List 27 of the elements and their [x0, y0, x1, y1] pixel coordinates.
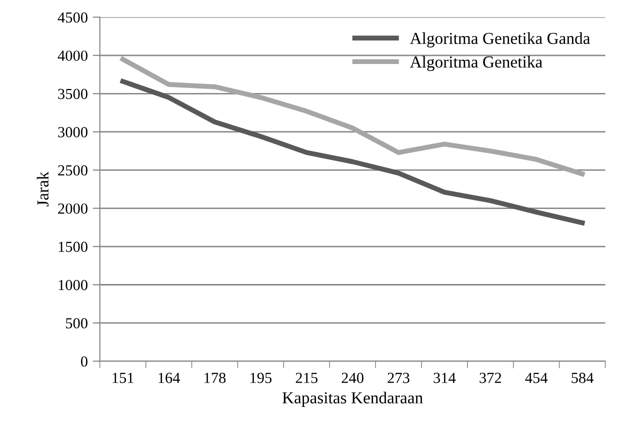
y-axis-title: Jarak [36, 172, 49, 206]
x-tick-label: 164 [158, 372, 180, 384]
y-tick-label: 1500 [58, 242, 88, 252]
y-tick-label: 1000 [58, 280, 88, 290]
line-series [120, 78, 585, 226]
y-tick-label: 500 [66, 318, 88, 328]
x-tick-label: 372 [480, 372, 502, 384]
y-tick-label: 3500 [58, 88, 88, 100]
x-tick-label: 215 [296, 372, 318, 384]
legend-label: Algoritma Genetika Ganda [410, 32, 590, 48]
x-tick-label: 314 [434, 372, 456, 384]
y-tick-label: 0 [80, 356, 88, 367]
x-tick-label: 454 [525, 372, 548, 384]
x-axis-title: Kapasitas Kendaraan [282, 392, 423, 407]
legend-label: Algoritma Genetika [410, 56, 542, 72]
y-tick-label: 4500 [58, 12, 88, 23]
y-tick-label: 2500 [58, 165, 88, 176]
x-tick-label: 584 [572, 372, 594, 384]
x-tick-label: 178 [204, 372, 226, 384]
y-tick-label: 4000 [58, 50, 88, 61]
x-tick-label: 151 [112, 372, 134, 384]
x-tick-label: 240 [342, 372, 364, 384]
x-tick-label: 273 [388, 372, 410, 384]
y-tick-label: 2000 [58, 203, 88, 214]
y-tick-label: 3000 [58, 127, 88, 138]
line-series [120, 56, 585, 176]
x-tick-label: 195 [250, 372, 272, 384]
